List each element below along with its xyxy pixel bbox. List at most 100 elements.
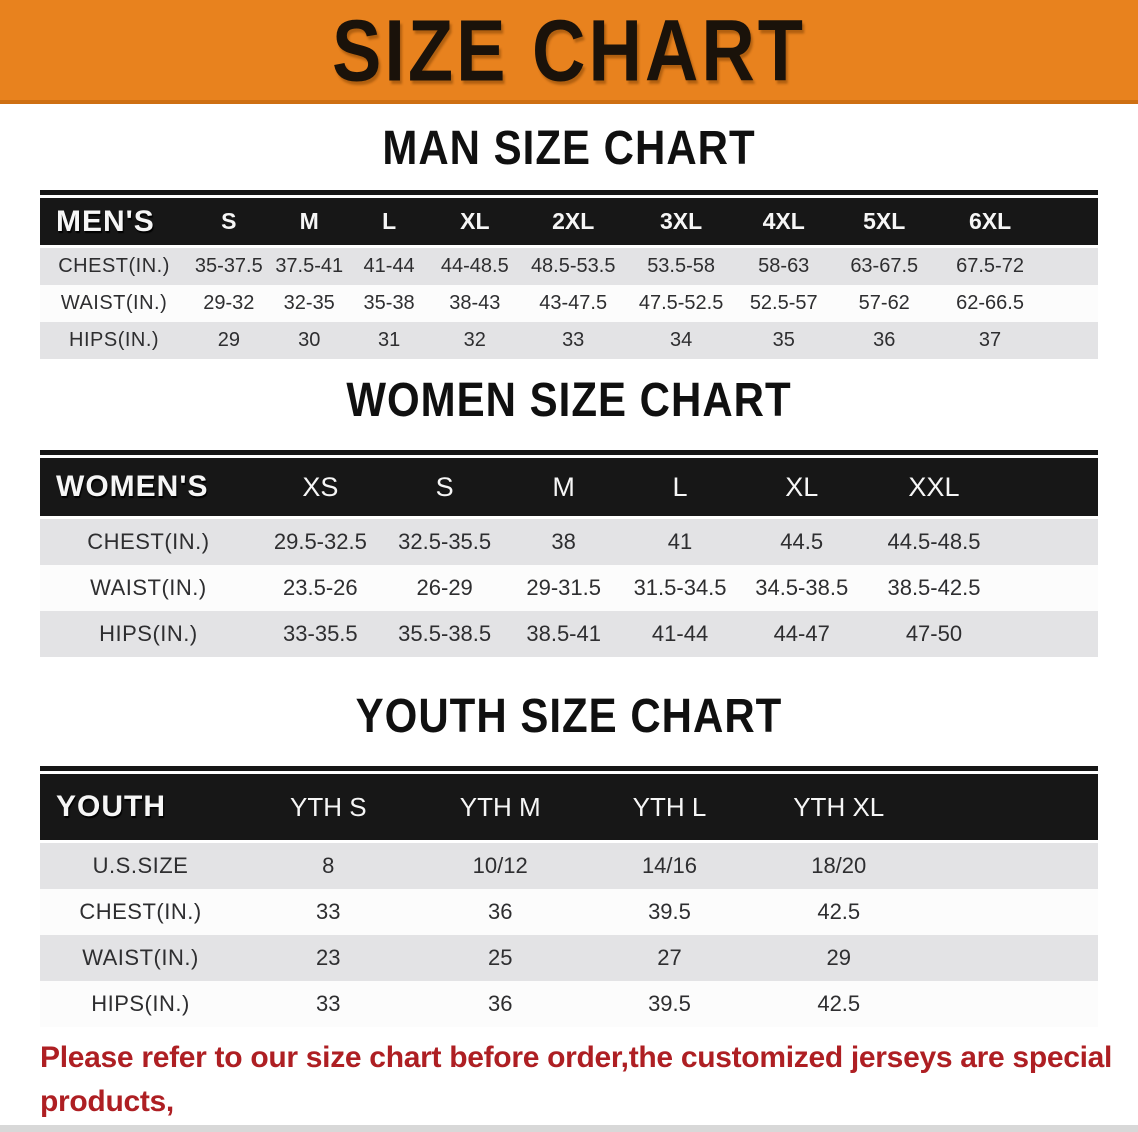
size-value-cell: 44-47	[738, 611, 866, 657]
women-corner-label: WOMEN'S	[40, 458, 257, 519]
size-value-cell: 14/16	[584, 841, 755, 889]
women-header-row: WOMEN'S XS S M L XL XXL	[40, 458, 1098, 519]
size-value-cell: 47-50	[865, 611, 1003, 657]
size-chart-banner: SIZE CHART	[0, 0, 1138, 104]
men-chest-row: CHEST(IN.) 35-37.5 37.5-41 41-44 44-48.5…	[40, 246, 1098, 285]
row-label: WAIST(IN.)	[40, 285, 189, 322]
youth-hips-row: HIPS(IN.) 33 36 39.5 42.5	[40, 981, 1098, 1027]
row-spacer	[923, 981, 1098, 1027]
row-label: CHEST(IN.)	[40, 517, 257, 565]
size-value-cell: 32-35	[269, 285, 349, 322]
size-value-cell: 44.5	[738, 517, 866, 565]
size-value-cell: 67.5-72	[937, 246, 1043, 285]
header-spacer	[1002, 458, 1098, 519]
size-value-cell: 27	[584, 935, 755, 981]
size-value-cell: 44-48.5	[429, 246, 521, 285]
size-value-cell: 34.5-38.5	[738, 565, 866, 611]
header-spacer	[1042, 198, 1098, 248]
size-value-cell: 35	[736, 322, 832, 359]
size-value-cell: 39.5	[584, 981, 755, 1027]
size-value-cell: 10/12	[415, 841, 585, 889]
men-size-header-s: S	[188, 198, 270, 248]
women-size-table-wrap: WOMEN'S XS S M L XL XXL CHEST(IN.) 29.5-…	[40, 450, 1098, 657]
row-spacer	[1002, 611, 1098, 657]
row-label: WAIST(IN.)	[40, 935, 242, 981]
size-value-cell: 18/20	[754, 841, 924, 889]
size-value-cell: 33	[520, 322, 627, 359]
row-spacer	[923, 889, 1098, 935]
men-size-table: MEN'S S M L XL 2XL 3XL 4XL 5XL 6XL CHEST…	[40, 198, 1098, 359]
size-value-cell: 23.5-26	[256, 565, 384, 611]
size-value-cell: 37.5-41	[269, 246, 349, 285]
youth-section-heading-text: YOUTH SIZE CHART	[355, 688, 783, 743]
disclaimer-text: Please refer to our size chart before or…	[22, 1036, 1122, 1132]
men-size-header-6xl: 6XL	[937, 198, 1043, 248]
row-spacer	[1042, 246, 1098, 285]
size-value-cell: 41	[621, 517, 739, 565]
row-label: U.S.SIZE	[40, 841, 242, 889]
women-size-header-l: L	[621, 458, 739, 519]
size-value-cell: 29-32	[188, 285, 270, 322]
women-size-header-s: S	[383, 458, 506, 519]
size-value-cell: 29.5-32.5	[256, 517, 384, 565]
women-size-header-xxl: XXL	[865, 458, 1003, 519]
size-value-cell: 32.5-35.5	[383, 517, 506, 565]
size-value-cell: 58-63	[736, 246, 832, 285]
header-spacer	[923, 774, 1098, 843]
row-label: HIPS(IN.)	[40, 611, 257, 657]
size-value-cell: 38	[505, 517, 622, 565]
size-value-cell: 38.5-42.5	[865, 565, 1003, 611]
row-spacer	[923, 841, 1098, 889]
size-value-cell: 39.5	[584, 889, 755, 935]
row-label: CHEST(IN.)	[40, 246, 189, 285]
disclaimer-line-1: Please refer to our size chart before or…	[40, 1041, 1113, 1118]
size-value-cell: 35-38	[348, 285, 430, 322]
women-size-header-m: M	[505, 458, 622, 519]
size-value-cell: 35-37.5	[188, 246, 270, 285]
size-value-cell: 37	[937, 322, 1043, 359]
men-corner-label: MEN'S	[40, 198, 189, 248]
size-value-cell: 63-67.5	[831, 246, 938, 285]
row-spacer	[1002, 565, 1098, 611]
size-value-cell: 30	[269, 322, 349, 359]
size-value-cell: 42.5	[754, 981, 924, 1027]
men-size-header-3xl: 3XL	[626, 198, 737, 248]
youth-ussize-row: U.S.SIZE 8 10/12 14/16 18/20	[40, 841, 1098, 889]
row-label: HIPS(IN.)	[40, 322, 189, 359]
youth-size-header-s: YTH S	[241, 774, 416, 843]
size-value-cell: 38-43	[429, 285, 521, 322]
bottom-edge-strip	[0, 1125, 1138, 1132]
women-section-heading-text: WOMEN SIZE CHART	[346, 372, 792, 427]
youth-size-header-l: YTH L	[584, 774, 755, 843]
size-value-cell: 36	[415, 889, 585, 935]
size-value-cell: 48.5-53.5	[520, 246, 627, 285]
youth-size-header-xl: YTH XL	[754, 774, 924, 843]
size-value-cell: 47.5-52.5	[626, 285, 737, 322]
youth-corner-label: YOUTH	[40, 774, 242, 843]
row-spacer	[1042, 285, 1098, 322]
men-size-header-5xl: 5XL	[831, 198, 938, 248]
women-size-header-xs: XS	[256, 458, 384, 519]
size-value-cell: 23	[241, 935, 416, 981]
row-label: HIPS(IN.)	[40, 981, 242, 1027]
men-header-row: MEN'S S M L XL 2XL 3XL 4XL 5XL 6XL	[40, 198, 1098, 248]
size-value-cell: 36	[831, 322, 938, 359]
women-chest-row: CHEST(IN.) 29.5-32.5 32.5-35.5 38 41 44.…	[40, 517, 1098, 565]
women-hips-row: HIPS(IN.) 33-35.5 35.5-38.5 38.5-41 41-4…	[40, 611, 1098, 657]
size-value-cell: 34	[626, 322, 737, 359]
size-value-cell: 41-44	[348, 246, 430, 285]
women-size-table: WOMEN'S XS S M L XL XXL CHEST(IN.) 29.5-…	[40, 458, 1098, 657]
men-size-header-2xl: 2XL	[520, 198, 627, 248]
row-label: CHEST(IN.)	[40, 889, 242, 935]
row-spacer	[1042, 322, 1098, 359]
row-spacer	[923, 935, 1098, 981]
size-value-cell: 62-66.5	[937, 285, 1043, 322]
youth-section-heading: YOUTH SIZE CHART	[0, 688, 1138, 742]
size-value-cell: 29-31.5	[505, 565, 622, 611]
banner-title: SIZE CHART	[332, 1, 806, 99]
youth-chest-row: CHEST(IN.) 33 36 39.5 42.5	[40, 889, 1098, 935]
size-value-cell: 42.5	[754, 889, 924, 935]
row-label: WAIST(IN.)	[40, 565, 257, 611]
size-value-cell: 36	[415, 981, 585, 1027]
